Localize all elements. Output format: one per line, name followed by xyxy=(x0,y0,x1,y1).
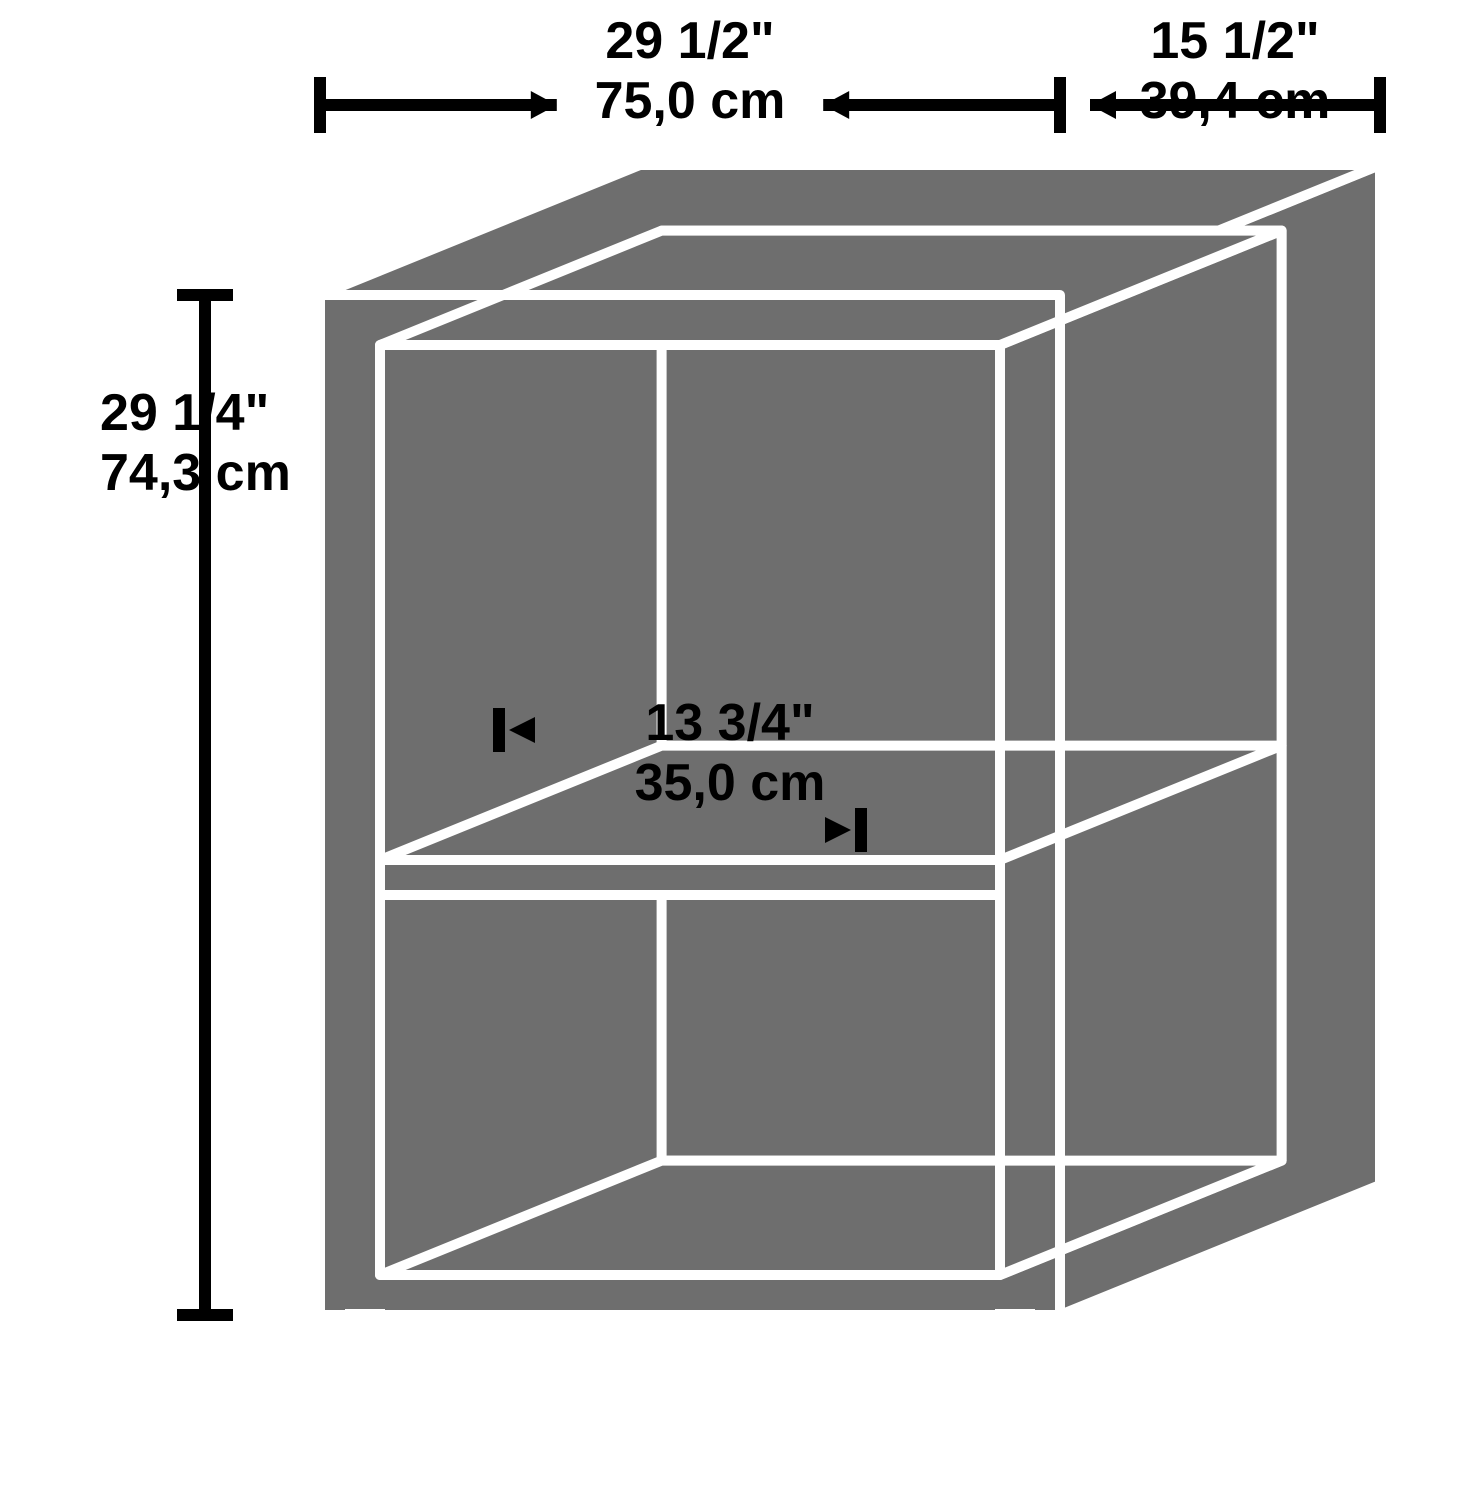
dim-depth: 15 1/2"39,4 cm xyxy=(1090,12,1380,133)
dimension-metric: 75,0 cm xyxy=(595,72,786,130)
dimension-metric: 74,3 cm xyxy=(100,444,291,502)
dimension-metric: 39,4 cm xyxy=(1140,72,1331,130)
bookcase-diagram xyxy=(320,165,1380,1323)
dimension-imperial: 15 1/2" xyxy=(1150,12,1319,70)
dim-height: 29 1/4"74,3 cm xyxy=(100,295,291,1315)
dimension-imperial: 29 1/2" xyxy=(605,12,774,70)
dimension-imperial: 29 1/4" xyxy=(100,384,269,442)
dimension-imperial: 13 3/4" xyxy=(645,694,814,752)
dim-width: 29 1/2"75,0 cm xyxy=(320,12,1060,133)
dimension-metric: 35,0 cm xyxy=(635,754,826,812)
